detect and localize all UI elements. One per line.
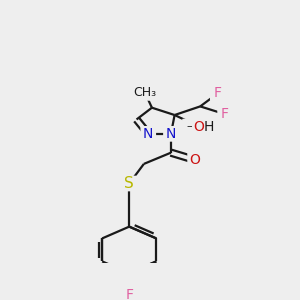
FancyBboxPatch shape — [187, 152, 203, 168]
FancyBboxPatch shape — [122, 288, 137, 300]
Text: N: N — [143, 127, 153, 141]
Text: N: N — [166, 127, 176, 141]
Text: F: F — [221, 107, 229, 121]
FancyBboxPatch shape — [210, 85, 226, 101]
Text: CH₃: CH₃ — [133, 85, 156, 98]
Text: O: O — [190, 153, 200, 167]
Text: F: F — [125, 288, 133, 300]
FancyBboxPatch shape — [131, 83, 158, 101]
Text: H: H — [203, 119, 214, 134]
Text: O: O — [193, 119, 204, 134]
Text: –: – — [186, 121, 192, 131]
Text: S: S — [124, 176, 134, 191]
FancyBboxPatch shape — [163, 126, 179, 142]
FancyBboxPatch shape — [122, 176, 137, 191]
FancyBboxPatch shape — [140, 126, 156, 142]
Text: F: F — [214, 86, 222, 100]
FancyBboxPatch shape — [217, 106, 233, 122]
FancyBboxPatch shape — [182, 119, 215, 134]
